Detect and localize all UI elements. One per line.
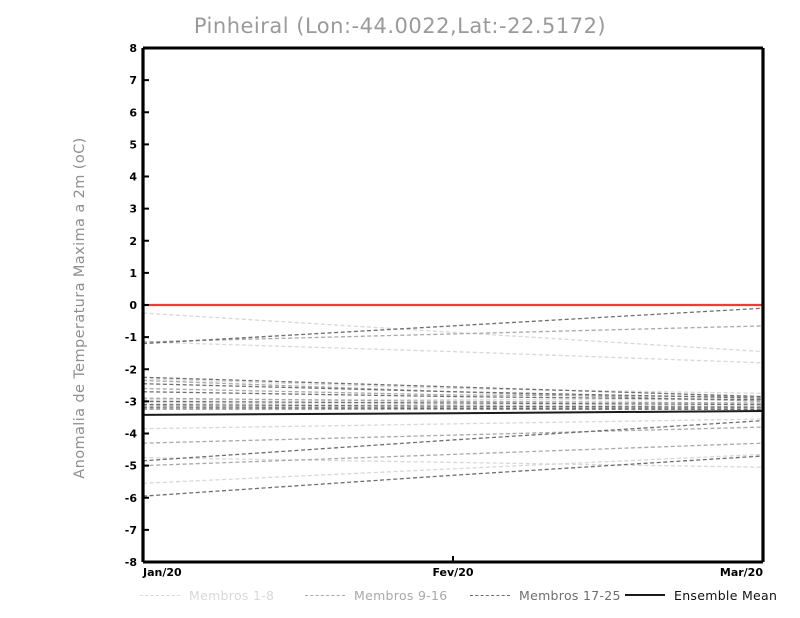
series-line	[142, 418, 764, 430]
legend-label: Membros 1-8	[189, 587, 275, 603]
series-line	[142, 383, 764, 399]
legend-label: Ensemble Mean	[674, 587, 778, 603]
legend-swatch-icon	[140, 594, 180, 596]
series-line	[142, 397, 764, 404]
y-tick-label: -2	[125, 363, 137, 376]
legend-swatch-icon	[305, 594, 345, 596]
legend-label: Membros 17-25	[519, 587, 621, 603]
y-tick-label: 3	[129, 203, 137, 216]
y-tick-label: -6	[125, 492, 138, 505]
y-axis-ticks: 8 7 6 5 4 3 2 1 0 -1 -2 -3 -4 -5 -6 -7 -8	[125, 42, 149, 569]
legend-item[interactable]: Membros 9-16	[305, 586, 448, 604]
x-axis-ticks: Jan/20 Fev/20 Mar/20	[142, 556, 764, 579]
legend-swatch-icon	[470, 594, 510, 596]
series-line	[142, 456, 764, 468]
y-tick-label: 8	[129, 42, 137, 55]
y-tick-label: -4	[125, 428, 138, 441]
legend-item[interactable]: Ensemble Mean	[625, 586, 777, 604]
y-tick-label: -1	[125, 331, 137, 344]
series-line	[142, 426, 764, 444]
legend-label: Membros 9-16	[354, 587, 448, 603]
series-line	[142, 405, 763, 409]
y-tick-label: -8	[125, 556, 137, 569]
x-tick-label: Mar/20	[720, 566, 763, 579]
x-tick-label: Jan/20	[142, 566, 182, 579]
series-layer	[142, 307, 764, 497]
series-line	[142, 407, 764, 411]
y-tick-label: 6	[129, 106, 137, 119]
series-line	[142, 410, 764, 416]
series-line	[142, 376, 764, 398]
legend-item[interactable]: Membros 17-25	[470, 586, 621, 604]
y-tick-label: 1	[129, 267, 137, 280]
series-line	[142, 402, 764, 407]
y-tick-label: 2	[129, 235, 137, 248]
chart-legend: Membros 1-8 Membros 9-16 Membros 17-25 Ense…	[0, 586, 800, 608]
legend-item[interactable]: Membros 1-8	[140, 586, 274, 604]
series-line	[142, 403, 764, 408]
series-line	[142, 442, 764, 467]
series-line	[142, 453, 764, 484]
y-tick-label: 0	[129, 299, 137, 312]
y-tick-label: -3	[125, 395, 137, 408]
series-line	[142, 325, 764, 343]
series-line	[142, 341, 764, 364]
legend-swatch-icon	[625, 593, 665, 597]
series-line	[142, 455, 764, 497]
series-line	[142, 391, 764, 401]
y-tick-label: -7	[125, 524, 137, 537]
series-line	[142, 400, 764, 406]
series-line	[142, 312, 764, 353]
y-tick-label: 4	[129, 171, 137, 184]
y-tick-label: -5	[125, 460, 137, 473]
y-tick-label: 7	[129, 74, 137, 87]
series-line	[142, 378, 764, 394]
page-title: Pinheiral (Lon:-44.0022,Lat:-22.5172)	[193, 14, 607, 38]
series-line	[142, 307, 764, 345]
x-tick-label: Fev/20	[432, 566, 473, 579]
series-line	[142, 420, 764, 462]
y-tick-label: 5	[129, 138, 137, 151]
